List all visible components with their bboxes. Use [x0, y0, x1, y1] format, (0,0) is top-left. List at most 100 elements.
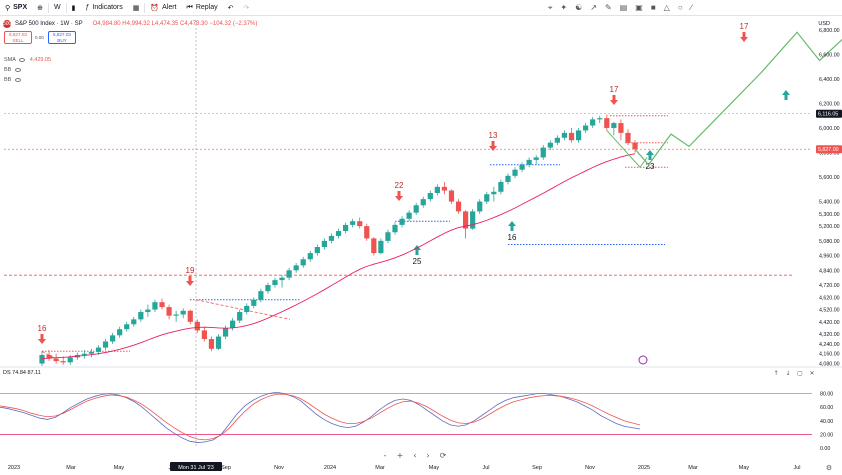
price-tick-label: 6,200.00 [819, 101, 840, 107]
candle [110, 332, 116, 344]
zoom-out-icon[interactable]: - [384, 451, 387, 460]
time-axis: 2023 Mar May Jul Mon 31 Jul '23 Sep Nov 2024 Mar… [8, 462, 832, 472]
sell-button[interactable]: 5,827.03 SELL [4, 31, 32, 44]
candle-body [533, 157, 539, 160]
move-up-icon[interactable]: ↑ [773, 370, 778, 377]
candle-body [265, 285, 271, 292]
down-arrow-marker: 13 [489, 131, 498, 151]
layouts-button[interactable]: ▦ [128, 0, 145, 16]
line-icon[interactable]: ∕ [690, 3, 692, 12]
eye-icon[interactable] [19, 57, 26, 62]
candle-body [357, 221, 363, 227]
oscillator-d-line [0, 393, 641, 441]
arrow-head [489, 146, 497, 151]
eye-icon[interactable] [14, 67, 21, 72]
text-icon[interactable]: ▤ [619, 3, 628, 12]
interval-button[interactable]: W [49, 0, 66, 16]
buy-button[interactable]: 5,827.03 BUY [48, 31, 76, 44]
price-tick-label: 4,420.00 [819, 320, 840, 326]
redo-button[interactable]: ↷ [239, 0, 255, 16]
candle [611, 121, 617, 136]
candle [604, 114, 610, 131]
symbol-search[interactable]: ⚲ SPX [0, 0, 32, 16]
cursor-icon[interactable]: ⌖ [547, 3, 553, 12]
candle-body [554, 137, 560, 143]
candle-body [187, 310, 193, 322]
scroll-left-icon[interactable]: ‹ [413, 451, 416, 460]
scroll-right-icon[interactable]: › [426, 451, 429, 460]
time-tick-label: Sep [532, 465, 542, 471]
compare-button[interactable]: ⊕ [32, 0, 48, 16]
candle-body [124, 324, 130, 330]
candle-body [286, 270, 292, 278]
candle-body [526, 159, 532, 165]
buy-label: BUY [57, 38, 67, 43]
candle [258, 288, 264, 303]
undo-button[interactable]: ↶ [223, 0, 239, 16]
alert-button[interactable]: ⏰ Alert [145, 0, 181, 16]
candle-body [392, 224, 398, 233]
candle-body [350, 221, 356, 225]
badge-bg [816, 145, 842, 154]
chart-type-button[interactable]: ▮ [67, 0, 81, 16]
indicator-row-3[interactable]: BB [4, 67, 21, 73]
candle-body [53, 358, 59, 362]
brush-icon[interactable]: ✎ [604, 3, 612, 12]
candle [272, 277, 278, 288]
fib-icon[interactable]: ☯ [575, 3, 583, 12]
reset-icon[interactable]: ⟳ [440, 451, 447, 460]
candle-body [138, 312, 144, 320]
zoom-in-icon[interactable]: + [397, 451, 404, 460]
arrow-shaft [510, 226, 514, 231]
candle-body [46, 354, 52, 359]
fx-icon: ƒ [85, 4, 90, 11]
candle [117, 326, 123, 338]
measure-icon[interactable]: ▣ [635, 3, 643, 12]
candle [286, 267, 292, 281]
candle [244, 303, 250, 315]
candle [194, 319, 200, 333]
candle-body [399, 218, 405, 225]
indicator-row-4[interactable]: BB [4, 77, 21, 83]
instrument-name[interactable]: S&P 500 Index · 1W · SP [15, 21, 83, 27]
trend-icon[interactable]: ↗ [590, 3, 597, 12]
wave-count-label: 13 [489, 131, 498, 140]
tradingview-circle-icon [638, 355, 648, 365]
indicator-label: BB [4, 77, 12, 83]
settings-gear-icon[interactable]: ⚙ [826, 464, 832, 472]
close-icon[interactable]: ✕ [809, 370, 814, 377]
candle-body [547, 142, 553, 148]
eye-icon[interactable] [14, 77, 21, 82]
candle [399, 216, 405, 228]
candle [321, 238, 327, 250]
move-down-icon[interactable]: ↓ [785, 370, 790, 377]
candle-body [561, 132, 568, 138]
candle [166, 304, 172, 320]
lock-icon[interactable]: ○ [677, 3, 683, 12]
alarm-icon: ⏰ [150, 4, 160, 12]
wave-count-label: 17 [740, 22, 749, 31]
replay-button[interactable]: ⏮ Replay [182, 0, 223, 16]
oscillator-k-line [0, 391, 640, 443]
pointer-icon[interactable]: ✦ [560, 3, 568, 12]
candle-body [173, 314, 179, 316]
zoom-icon[interactable]: ■ [650, 3, 656, 12]
candle [491, 186, 497, 202]
toolbar-divider [144, 2, 146, 13]
maximize-icon[interactable]: ▢ [797, 370, 803, 377]
candle-body [159, 302, 165, 308]
projection-detail [606, 130, 648, 169]
indicators-button[interactable]: ƒ Indicators [81, 0, 128, 16]
candle [371, 237, 377, 256]
candle [46, 350, 52, 362]
candle-body [208, 339, 215, 349]
candle [328, 233, 335, 244]
candle-body [67, 357, 73, 363]
up-arrow-marker: 23 [646, 150, 655, 171]
down-arrow-marker: 22 [395, 181, 404, 201]
magnet-icon[interactable]: △ [663, 3, 670, 12]
sma-legend[interactable]: SMA 4,429.05 [4, 57, 51, 63]
candle-body [484, 194, 490, 202]
candle [131, 316, 137, 327]
